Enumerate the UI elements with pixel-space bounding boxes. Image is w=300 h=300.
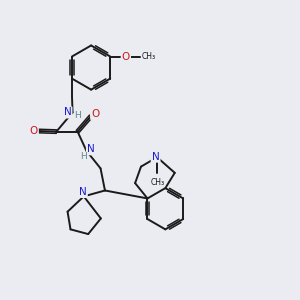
Text: CH₃: CH₃ [151, 178, 165, 187]
Text: N: N [87, 144, 95, 154]
Text: N: N [152, 152, 160, 162]
Text: N: N [64, 107, 71, 118]
Text: O: O [91, 109, 99, 119]
Text: H: H [80, 152, 87, 161]
Text: O: O [30, 126, 38, 136]
Text: O: O [122, 52, 130, 61]
Text: H: H [74, 111, 81, 120]
Text: N: N [79, 187, 87, 197]
Text: CH₃: CH₃ [141, 52, 155, 61]
